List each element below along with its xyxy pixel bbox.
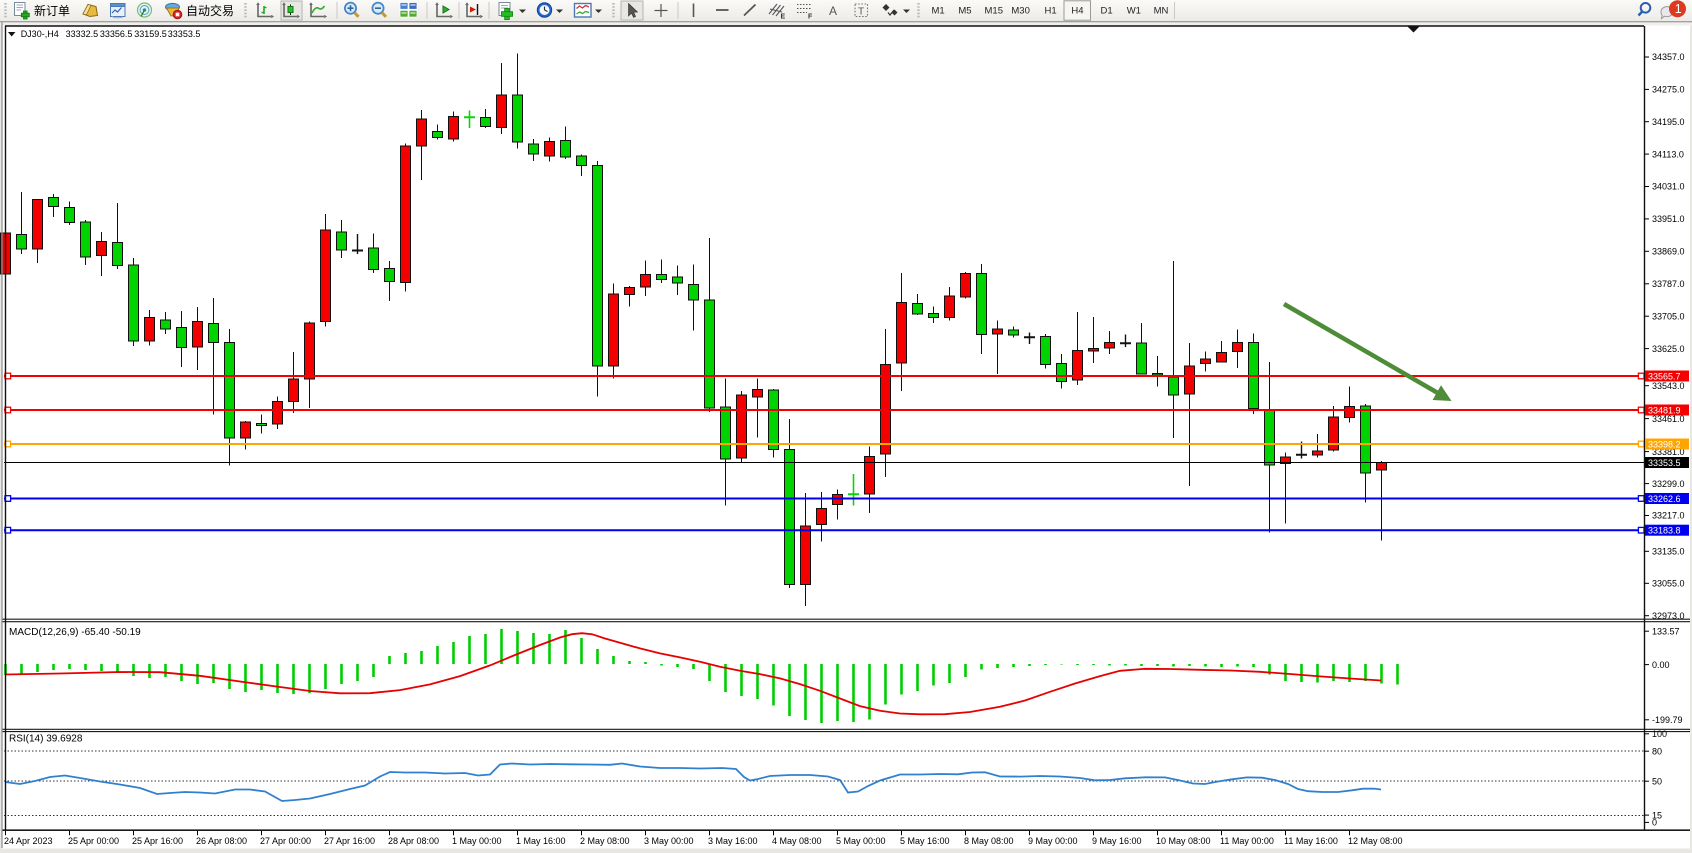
svg-text:0.00: 0.00 xyxy=(1652,660,1670,670)
svg-text:33565.7: 33565.7 xyxy=(1648,371,1681,381)
svg-text:34031.0: 34031.0 xyxy=(1652,182,1685,192)
svg-text:11 May 00:00: 11 May 00:00 xyxy=(1220,836,1274,846)
svg-text:3 May 16:00: 3 May 16:00 xyxy=(708,836,758,846)
svg-text:A: A xyxy=(829,4,837,18)
svg-text:33869.0: 33869.0 xyxy=(1652,247,1685,257)
svg-text:11 May 16:00: 11 May 16:00 xyxy=(1284,836,1338,846)
svg-text:W1: W1 xyxy=(1127,6,1141,17)
svg-text:H4: H4 xyxy=(1071,6,1083,17)
svg-text:0: 0 xyxy=(1652,818,1657,828)
svg-text:33951.0: 33951.0 xyxy=(1652,214,1685,224)
svg-text:33398.2: 33398.2 xyxy=(1648,439,1681,449)
svg-text:34195.0: 34195.0 xyxy=(1652,117,1685,127)
svg-text:34275.0: 34275.0 xyxy=(1652,85,1685,95)
svg-text:33332.5: 33332.5 xyxy=(66,29,99,39)
svg-text:9 May 00:00: 9 May 00:00 xyxy=(1028,836,1078,846)
svg-text:25 Apr 00:00: 25 Apr 00:00 xyxy=(68,836,119,846)
svg-text:33217.0: 33217.0 xyxy=(1652,511,1685,521)
svg-text:33055.0: 33055.0 xyxy=(1652,579,1685,589)
svg-text:33381.0: 33381.0 xyxy=(1652,447,1685,457)
svg-text:MN: MN xyxy=(1154,6,1169,17)
svg-text:33461.0: 33461.0 xyxy=(1652,414,1685,424)
svg-text:33262.6: 33262.6 xyxy=(1648,494,1681,504)
svg-text:1 May 00:00: 1 May 00:00 xyxy=(452,836,502,846)
svg-text:M30: M30 xyxy=(1011,6,1029,17)
svg-text:34357.0: 34357.0 xyxy=(1652,52,1685,62)
svg-text:80: 80 xyxy=(1652,746,1662,756)
svg-text:D1: D1 xyxy=(1101,6,1113,17)
svg-text:33135.0: 33135.0 xyxy=(1652,547,1685,557)
svg-text:5 May 00:00: 5 May 00:00 xyxy=(836,836,886,846)
svg-text:2 May 08:00: 2 May 08:00 xyxy=(580,836,630,846)
svg-text:24 Apr 2023: 24 Apr 2023 xyxy=(4,836,53,846)
svg-text:自动交易: 自动交易 xyxy=(186,3,234,18)
svg-text:4 May 08:00: 4 May 08:00 xyxy=(772,836,822,846)
svg-text:10 May 08:00: 10 May 08:00 xyxy=(1156,836,1211,846)
svg-text:8 May 08:00: 8 May 08:00 xyxy=(964,836,1014,846)
svg-text:12 May 08:00: 12 May 08:00 xyxy=(1348,836,1403,846)
svg-text:33543.0: 33543.0 xyxy=(1652,381,1685,391)
svg-text:27 Apr 16:00: 27 Apr 16:00 xyxy=(324,836,375,846)
svg-text:33481.9: 33481.9 xyxy=(1648,405,1681,415)
svg-text:E: E xyxy=(781,14,786,21)
svg-text:33183.8: 33183.8 xyxy=(1648,526,1681,536)
svg-text:M5: M5 xyxy=(958,6,971,17)
svg-text:T: T xyxy=(858,7,864,18)
svg-text:33705.0: 33705.0 xyxy=(1652,311,1685,321)
svg-text:33159.5: 33159.5 xyxy=(134,29,167,39)
svg-text:15: 15 xyxy=(1652,810,1662,820)
svg-text:H1: H1 xyxy=(1045,6,1057,17)
svg-text:25 Apr 16:00: 25 Apr 16:00 xyxy=(132,836,183,846)
svg-text:1: 1 xyxy=(1675,2,1682,16)
svg-text:33299.0: 33299.0 xyxy=(1652,479,1685,489)
svg-text:MACD(12,26,9) -65.40 -50.19: MACD(12,26,9) -65.40 -50.19 xyxy=(9,627,141,638)
svg-text:1 May 16:00: 1 May 16:00 xyxy=(516,836,566,846)
svg-text:33625.0: 33625.0 xyxy=(1652,344,1685,354)
svg-text:9 May 16:00: 9 May 16:00 xyxy=(1092,836,1142,846)
svg-text:M1: M1 xyxy=(932,6,945,17)
svg-text:34113.0: 34113.0 xyxy=(1652,149,1684,159)
svg-text:33787.0: 33787.0 xyxy=(1652,279,1685,289)
svg-text:133.57: 133.57 xyxy=(1652,626,1680,636)
svg-text:33353.5: 33353.5 xyxy=(168,29,201,39)
svg-text:3 May 00:00: 3 May 00:00 xyxy=(644,836,694,846)
svg-text:32973.0: 32973.0 xyxy=(1652,611,1685,621)
svg-text:RSI(14) 39.6928: RSI(14) 39.6928 xyxy=(9,734,83,745)
svg-text:26 Apr 08:00: 26 Apr 08:00 xyxy=(196,836,247,846)
svg-text:50: 50 xyxy=(1652,776,1662,786)
svg-text:5 May 16:00: 5 May 16:00 xyxy=(900,836,950,846)
svg-text:新订单: 新订单 xyxy=(34,3,70,18)
svg-text:28 Apr 08:00: 28 Apr 08:00 xyxy=(388,836,439,846)
svg-text:27 Apr 00:00: 27 Apr 00:00 xyxy=(260,836,311,846)
svg-text:33353.5: 33353.5 xyxy=(1648,458,1681,468)
svg-text:33356.5: 33356.5 xyxy=(100,29,133,39)
svg-text:M15: M15 xyxy=(985,6,1003,17)
svg-text:100: 100 xyxy=(1652,729,1667,739)
svg-text:F: F xyxy=(808,14,813,21)
svg-text:-199.79: -199.79 xyxy=(1652,715,1683,725)
svg-text:DJ30-,H4: DJ30-,H4 xyxy=(21,29,59,39)
